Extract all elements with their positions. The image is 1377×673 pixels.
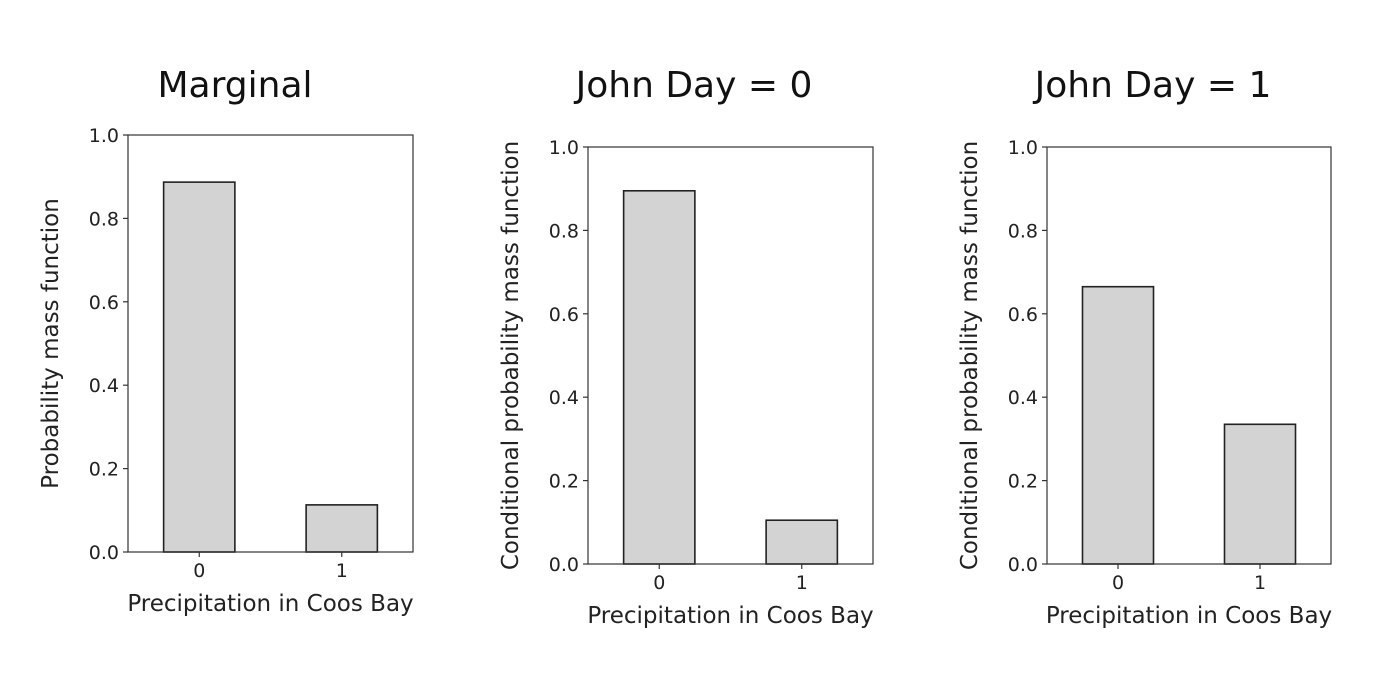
y-tick-label: 0.0: [1008, 554, 1038, 576]
x-axis-label: Precipitation in Coos Bay: [587, 603, 873, 629]
y-tick-label: 0.8: [1008, 220, 1038, 242]
y-tick-label: 1.0: [89, 125, 119, 147]
bar-1: [765, 519, 839, 565]
plot-frame: [1046, 146, 1332, 565]
y-tick-label: 0.8: [89, 208, 119, 230]
y-tick-label: 1.0: [549, 137, 579, 159]
bar-0: [622, 189, 696, 565]
y-tick-label: 0.4: [1008, 387, 1038, 409]
chart-panel-2: John Day = 0 0 1 0.0 0.2 0.4 0.6 0.8 1.0 Precipit…: [498, 65, 874, 629]
y-tick-label: 0.0: [549, 554, 579, 576]
bar-1: [305, 504, 379, 553]
y-axis-label: Conditional probability mass function: [957, 141, 983, 570]
plot-frame: [587, 146, 874, 565]
x-axis-label: Precipitation in Coos Bay: [1046, 603, 1332, 629]
chart-title: Marginal: [157, 65, 312, 106]
chart-title: John Day = 1: [1033, 65, 1272, 106]
bar-1: [1223, 423, 1297, 565]
bar-0: [1081, 285, 1155, 565]
chart-title: John Day = 0: [574, 65, 813, 106]
x-axis-label: Precipitation in Coos Bay: [127, 591, 413, 617]
chart-panel-1: Marginal 0 1 0.0 0.2 0.4 0.6 0.8 1.0 Precipitatio…: [38, 65, 414, 617]
y-tick-label: 0.8: [549, 220, 579, 242]
y-tick-label: 0.0: [89, 542, 119, 564]
chart-panel-3: John Day = 1 0 1 0.0 0.2 0.4 0.6 0.8 1.0 Precipit…: [957, 65, 1332, 629]
y-tick-label: 0.4: [89, 375, 119, 397]
x-tick-label: 0: [193, 560, 205, 582]
x-tick-label: 1: [796, 572, 808, 594]
x-tick-label: 0: [653, 572, 665, 594]
x-tick-label: 1: [1254, 572, 1266, 594]
y-tick-label: 0.6: [89, 292, 119, 314]
y-tick-label: 0.6: [549, 304, 579, 326]
y-axis-label: Conditional probability mass function: [498, 141, 524, 570]
x-tick-label: 0: [1112, 572, 1124, 594]
plot-frame: [127, 134, 414, 553]
y-tick-label: 0.2: [89, 459, 119, 481]
y-tick-label: 0.2: [549, 471, 579, 493]
y-tick-label: 0.2: [1008, 471, 1038, 493]
y-axis-label: Probability mass function: [38, 198, 64, 489]
y-tick-label: 0.6: [1008, 304, 1038, 326]
y-tick-label: 1.0: [1008, 137, 1038, 159]
x-tick-label: 1: [336, 560, 348, 582]
bar-0: [162, 181, 236, 553]
y-tick-label: 0.4: [549, 387, 579, 409]
